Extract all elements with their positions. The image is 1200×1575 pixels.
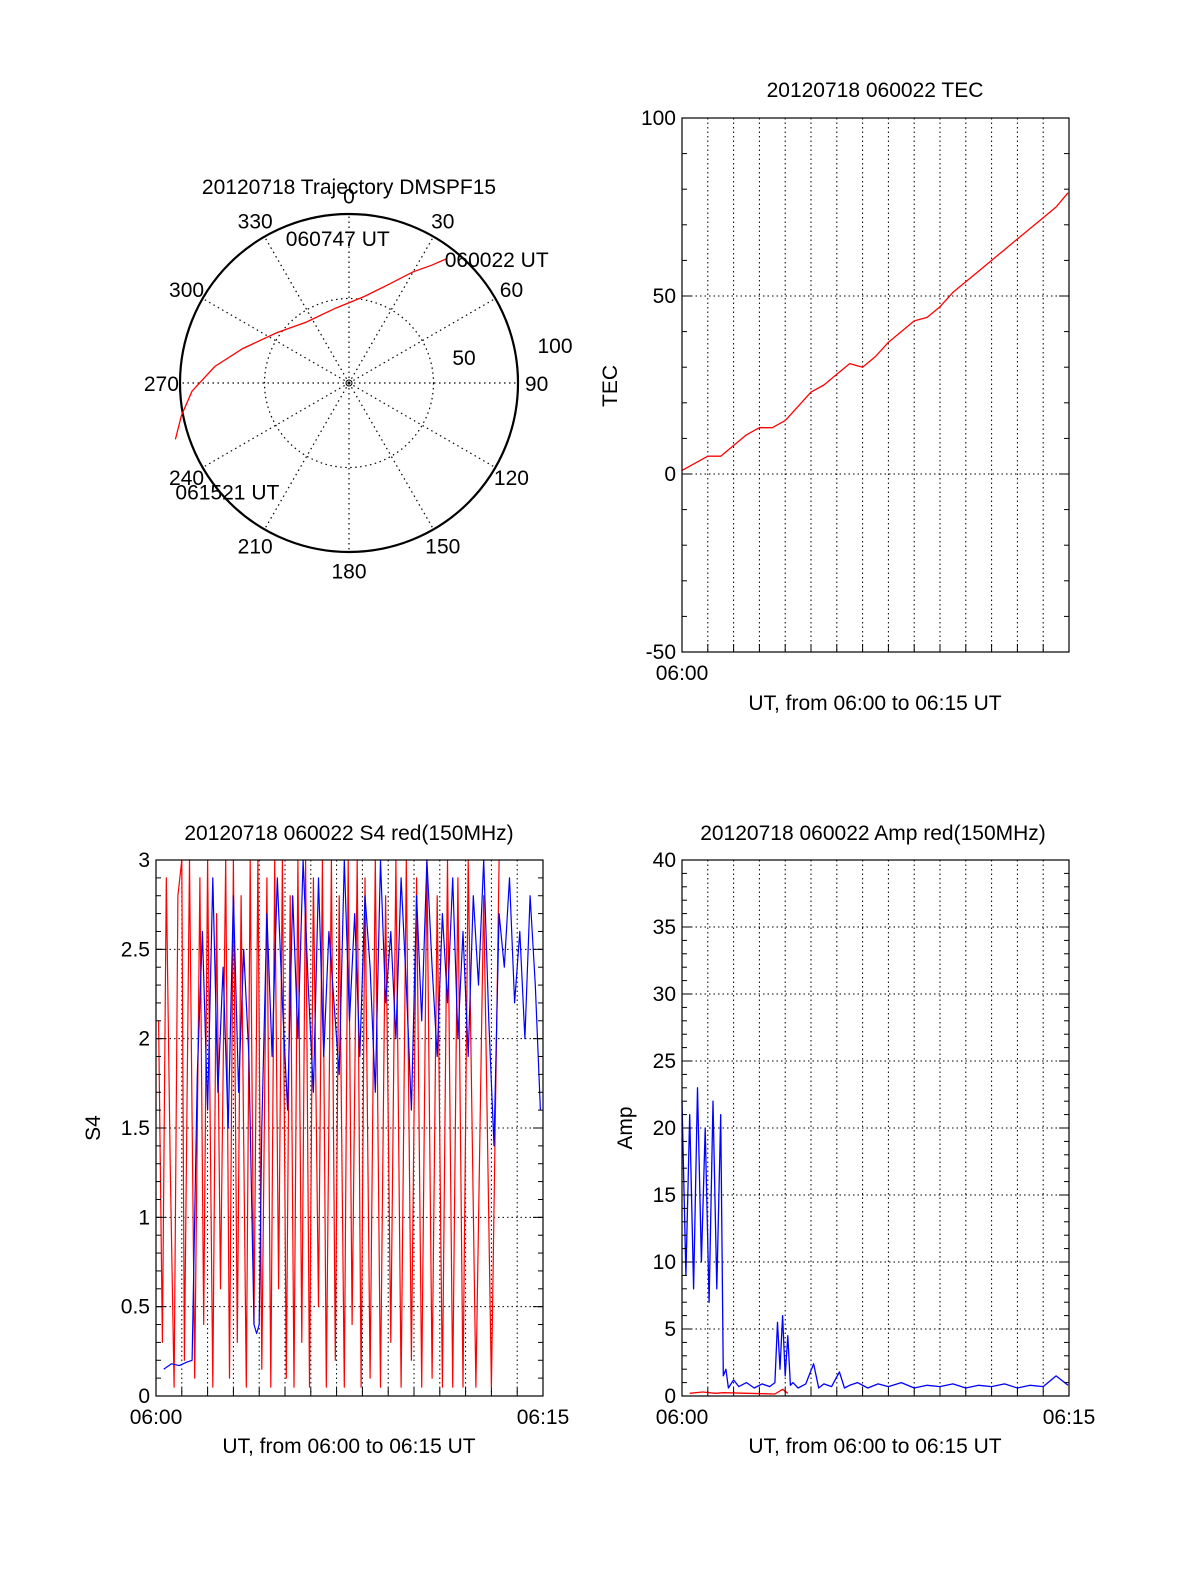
- tec-title: 20120718 060022 TEC: [767, 79, 984, 102]
- y-tick-label: 2.5: [121, 938, 150, 961]
- radial-ring-label: 100: [537, 335, 572, 358]
- y-tick-label: 100: [641, 107, 676, 130]
- amp-series: [681, 1087, 1069, 1395]
- azimuth-tick-label: 120: [494, 467, 529, 490]
- y-tick-label: 50: [653, 285, 676, 308]
- azimuth-tick-label: 240: [169, 467, 204, 490]
- y-tick-label: 2: [138, 1028, 150, 1051]
- amp-title: 20120718 060022 Amp red(150MHz): [700, 822, 1046, 845]
- s4-axes: 0 0.5 1 1.5 2 2.5 3 06:00 06:15: [121, 849, 569, 1429]
- azimuth-tick-label: 300: [169, 279, 204, 302]
- x-tick-label: 06:15: [517, 1406, 570, 1429]
- tec-series: [681, 192, 1069, 471]
- plot-frame: [681, 117, 1070, 653]
- y-tick-label: 25: [653, 1050, 676, 1073]
- polar-labels: 0 30 60 90 120 150 180 210 240 270 300 330 50 100 0600…: [144, 185, 573, 583]
- y-tick-label: 1.5: [121, 1117, 150, 1140]
- trajectory-title: 20120718 Trajectory DMSPF15: [202, 176, 496, 199]
- s4-ylabel: S4: [82, 1115, 105, 1141]
- polar-ring: [263, 297, 435, 469]
- radial-ring-label: 50: [452, 347, 475, 370]
- amp-axes: 0 5 10 15 20 25 30 35 40 06:00 06:15: [653, 849, 1096, 1429]
- tec-xlabel: UT, from 06:00 to 06:15 UT: [748, 692, 1001, 715]
- y-tick-label: 0: [664, 1385, 676, 1408]
- y-tick-label: 1: [138, 1206, 150, 1229]
- series-line-red: [681, 192, 1069, 471]
- azimuth-tick-label: 150: [425, 535, 460, 558]
- polar-spoke: [263, 236, 350, 384]
- amp-xlabel: UT, from 06:00 to 06:15 UT: [748, 1435, 1001, 1458]
- tec-ylabel: TEC: [599, 365, 622, 407]
- polar-spoke: [202, 382, 350, 469]
- polar-grid: [178, 212, 520, 554]
- azimuth-tick-label: 180: [331, 561, 366, 584]
- polar-spoke: [202, 297, 350, 384]
- y-tick-label: 3: [138, 849, 150, 872]
- amp-ylabel: Amp: [614, 1106, 637, 1149]
- series-line-blue: [681, 1087, 1069, 1389]
- y-tick-label: 0: [138, 1385, 150, 1408]
- polar-spoke: [263, 382, 350, 530]
- polar-spoke: [348, 297, 496, 384]
- polar-outer-circle: [178, 212, 520, 554]
- series-line-blue: [163, 859, 541, 1370]
- azimuth-tick-label: 30: [431, 211, 454, 234]
- polar-spoke: [348, 236, 435, 384]
- y-tick-label: -50: [646, 641, 676, 664]
- x-tick-label: 06:00: [656, 662, 709, 685]
- amp-grid: [682, 860, 1069, 1396]
- x-tick-label: 06:00: [656, 1406, 709, 1429]
- y-tick-label: 20: [653, 1117, 676, 1140]
- trajectory-panel: 20120718 Trajectory DMSPF15 0 30 60 90 120 15…: [144, 176, 573, 584]
- azimuth-tick-label: 60: [500, 279, 523, 302]
- y-tick-label: 15: [653, 1184, 676, 1207]
- s4-panel: 20120718 060022 S4 red(150MHz) 0 0.5 1 1.5 2…: [82, 822, 569, 1458]
- trajectory-time-label: 061521 UT: [175, 481, 279, 504]
- x-tick-label: 06:15: [1043, 1406, 1096, 1429]
- x-tick-label: 06:00: [130, 1406, 183, 1429]
- y-tick-label: 40: [653, 849, 676, 872]
- y-tick-label: 5: [664, 1318, 676, 1341]
- polar-spoke: [348, 382, 435, 530]
- s4-xlabel: UT, from 06:00 to 06:15 UT: [222, 1435, 475, 1458]
- s4-series: [158, 859, 541, 1388]
- s4-title: 20120718 060022 S4 red(150MHz): [184, 822, 513, 845]
- polar-spoke: [348, 382, 496, 469]
- trajectory-time-label: 060022 UT: [445, 249, 549, 272]
- azimuth-tick-label: 270: [144, 373, 179, 396]
- azimuth-tick-label: 330: [238, 211, 273, 234]
- azimuth-tick-label: 0: [343, 185, 355, 208]
- y-tick-label: 10: [653, 1251, 676, 1274]
- amp-panel: 20120718 060022 Amp red(150MHz) 0 5 10 15 20…: [614, 822, 1095, 1458]
- trajectory-track: [174, 258, 447, 440]
- trajectory-time-label: 060747 UT: [286, 228, 390, 251]
- azimuth-tick-label: 90: [525, 373, 548, 396]
- tec-panel: 20120718 060022 TEC -50 0 50 100 06:00 UT, f…: [599, 79, 1070, 715]
- tec-axes: -50 0 50 100 06:00: [641, 107, 1070, 685]
- y-tick-label: 35: [653, 916, 676, 939]
- y-tick-label: 0.5: [121, 1296, 150, 1319]
- azimuth-tick-label: 210: [238, 535, 273, 558]
- polar-center: [345, 379, 353, 387]
- y-tick-label: 30: [653, 983, 676, 1006]
- tec-grid: [682, 117, 1069, 653]
- series-line-red: [689, 1388, 789, 1395]
- y-tick-label: 0: [664, 463, 676, 486]
